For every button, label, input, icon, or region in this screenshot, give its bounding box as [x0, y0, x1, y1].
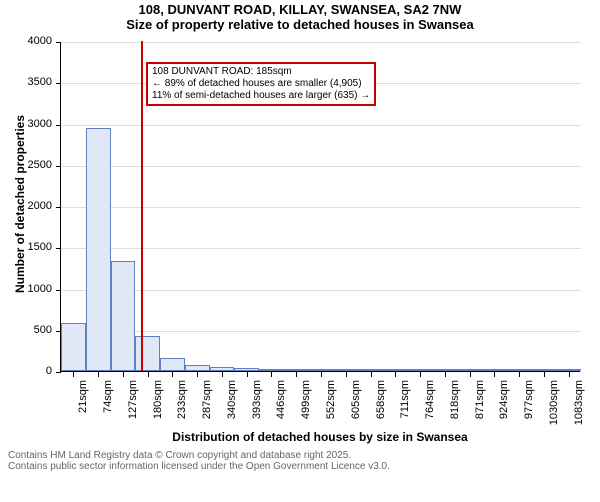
x-tick	[222, 372, 223, 377]
x-tick	[569, 372, 570, 377]
y-tick-label: 500	[12, 324, 52, 336]
x-tick-label: 924sqm	[498, 380, 510, 435]
annotation-box: 108 DUNVANT ROAD: 185sqm← 89% of detache…	[146, 62, 376, 106]
y-tick-label: 3000	[12, 118, 52, 130]
x-tick	[445, 372, 446, 377]
histogram-bar	[358, 369, 383, 371]
plot-area: 108 DUNVANT ROAD: 185sqm← 89% of detache…	[60, 42, 580, 372]
x-tick-label: 180sqm	[152, 380, 164, 435]
annotation-line3: 11% of semi-detached houses are larger (…	[152, 90, 370, 102]
histogram-bar	[507, 369, 532, 371]
x-tick	[148, 372, 149, 377]
x-tick-label: 393sqm	[251, 380, 263, 435]
marker-line	[141, 41, 143, 371]
histogram-bar	[309, 369, 334, 371]
x-tick	[271, 372, 272, 377]
x-tick	[470, 372, 471, 377]
annotation-line2: ← 89% of detached houses are smaller (4,…	[152, 78, 370, 90]
x-tick	[494, 372, 495, 377]
x-tick	[123, 372, 124, 377]
histogram-bar	[61, 323, 86, 371]
x-tick-label: 127sqm	[127, 380, 139, 435]
x-tick	[420, 372, 421, 377]
x-tick	[395, 372, 396, 377]
y-tick	[56, 372, 61, 373]
y-tick-label: 4000	[12, 35, 52, 47]
y-tick-label: 3500	[12, 76, 52, 88]
y-gridline	[61, 166, 581, 167]
y-gridline	[61, 125, 581, 126]
x-tick-label: 977sqm	[523, 380, 535, 435]
x-tick-label: 1030sqm	[548, 380, 560, 435]
x-tick	[247, 372, 248, 377]
x-tick-label: 233sqm	[176, 380, 188, 435]
histogram-bar	[111, 261, 136, 371]
y-tick	[56, 166, 61, 167]
chart-footer: Contains HM Land Registry data © Crown c…	[0, 450, 600, 472]
x-tick-label: 552sqm	[325, 380, 337, 435]
annotation-line1: 108 DUNVANT ROAD: 185sqm	[152, 66, 370, 78]
histogram-bar	[432, 369, 457, 371]
y-gridline	[61, 290, 581, 291]
y-tick-label: 1500	[12, 241, 52, 253]
histogram-bar	[408, 369, 433, 371]
y-gridline	[61, 207, 581, 208]
histogram-bar	[135, 336, 160, 371]
histogram-bar	[531, 369, 556, 371]
histogram-bar	[160, 358, 185, 371]
histogram-bar	[259, 369, 284, 371]
x-tick-label: 871sqm	[474, 380, 486, 435]
y-gridline	[61, 42, 581, 43]
chart-title-line2: Size of property relative to detached ho…	[0, 17, 600, 32]
histogram-bar	[284, 369, 309, 371]
histogram-bar	[185, 365, 210, 371]
x-tick-label: 1083sqm	[573, 380, 585, 435]
y-tick	[56, 248, 61, 249]
histogram-bar	[234, 368, 259, 371]
x-tick	[544, 372, 545, 377]
x-tick-label: 74sqm	[102, 380, 114, 435]
y-tick	[56, 207, 61, 208]
y-tick	[56, 290, 61, 291]
x-tick-label: 21sqm	[77, 380, 89, 435]
x-tick-label: 605sqm	[350, 380, 362, 435]
histogram-bar	[86, 128, 111, 371]
histogram-bar	[333, 369, 358, 371]
y-tick-label: 1000	[12, 283, 52, 295]
x-tick	[519, 372, 520, 377]
y-tick	[56, 42, 61, 43]
y-tick-label: 2000	[12, 200, 52, 212]
x-tick	[73, 372, 74, 377]
x-tick	[346, 372, 347, 377]
x-tick	[321, 372, 322, 377]
y-tick-label: 0	[12, 365, 52, 377]
x-tick-label: 499sqm	[300, 380, 312, 435]
x-tick	[197, 372, 198, 377]
histogram-bar	[457, 369, 482, 371]
histogram-bar	[482, 369, 507, 371]
x-tick	[98, 372, 99, 377]
x-tick-label: 658sqm	[375, 380, 387, 435]
x-tick-label: 711sqm	[399, 380, 411, 435]
x-tick-label: 287sqm	[201, 380, 213, 435]
y-tick-label: 2500	[12, 159, 52, 171]
y-gridline	[61, 248, 581, 249]
x-tick-label: 446sqm	[275, 380, 287, 435]
histogram-bar	[383, 369, 408, 371]
x-tick-label: 764sqm	[424, 380, 436, 435]
chart-container: 108, DUNVANT ROAD, KILLAY, SWANSEA, SA2 …	[0, 2, 600, 502]
x-tick	[371, 372, 372, 377]
y-tick	[56, 83, 61, 84]
y-gridline	[61, 331, 581, 332]
y-tick	[56, 125, 61, 126]
footer-line1: Contains HM Land Registry data © Crown c…	[8, 450, 600, 461]
chart-title-line1: 108, DUNVANT ROAD, KILLAY, SWANSEA, SA2 …	[0, 2, 600, 17]
footer-line2: Contains public sector information licen…	[8, 461, 600, 472]
x-tick	[296, 372, 297, 377]
histogram-bar	[210, 367, 235, 371]
x-tick-label: 340sqm	[226, 380, 238, 435]
x-tick	[172, 372, 173, 377]
x-tick-label: 818sqm	[449, 380, 461, 435]
histogram-bar	[556, 369, 581, 371]
